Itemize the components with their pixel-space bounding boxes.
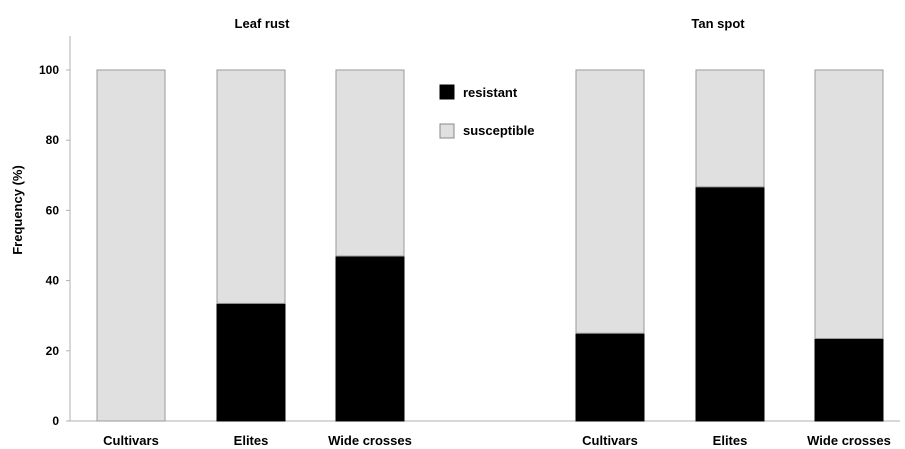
legend-swatch-susceptible xyxy=(439,123,455,139)
category-label: Elites xyxy=(713,433,748,448)
y-axis-title: Frequency (%) xyxy=(10,165,25,255)
y-tick-label: 0 xyxy=(52,414,59,428)
panel-title-tan-spot: Tan spot xyxy=(691,16,745,31)
y-axis-ticks: 0 20 40 60 80 100 xyxy=(39,63,70,428)
bar-resistant xyxy=(695,186,765,422)
category-label: Cultivars xyxy=(582,433,638,448)
category-label: Wide crosses xyxy=(328,433,412,448)
y-tick-label: 100 xyxy=(39,63,59,77)
legend-swatch-resistant xyxy=(439,84,455,100)
bar-susceptible xyxy=(96,69,166,422)
bar-susceptible xyxy=(575,69,645,334)
panel-title-leaf-rust: Leaf rust xyxy=(235,16,291,31)
category-label: Elites xyxy=(234,433,269,448)
y-tick-label: 80 xyxy=(46,133,60,147)
category-labels: Cultivars Elites Wide crosses Cultivars Elit… xyxy=(103,433,891,448)
bar-susceptible xyxy=(695,69,765,188)
bar-susceptible xyxy=(814,69,884,340)
bars xyxy=(96,69,884,422)
y-tick-label: 20 xyxy=(46,344,60,358)
bar-resistant xyxy=(575,332,645,422)
legend: resistant susceptible xyxy=(439,84,535,139)
y-tick-label: 60 xyxy=(46,203,60,217)
y-tick-label: 40 xyxy=(46,274,60,288)
bar-resistant xyxy=(216,302,286,422)
bar-susceptible xyxy=(216,69,286,304)
category-label: Wide crosses xyxy=(807,433,891,448)
bar-resistant xyxy=(814,338,884,422)
category-label: Cultivars xyxy=(103,433,159,448)
legend-label-susceptible: susceptible xyxy=(463,123,535,138)
bar-resistant xyxy=(335,255,405,422)
bar-susceptible xyxy=(335,69,405,257)
legend-label-resistant: resistant xyxy=(463,85,518,100)
